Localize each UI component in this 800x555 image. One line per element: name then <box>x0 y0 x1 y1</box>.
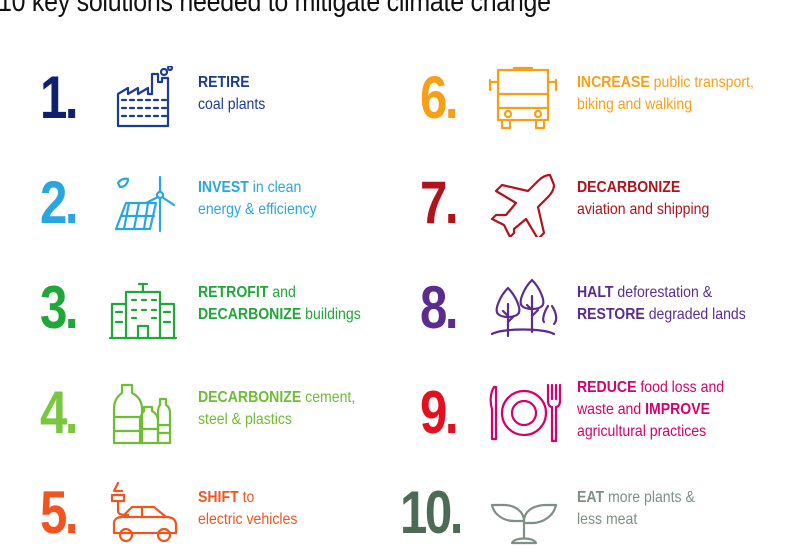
airplane-icon <box>490 173 556 237</box>
solution-item: 3. RETROFIT and DECARBONIZE buildings <box>40 270 430 350</box>
solution-text-line: coal plants <box>198 94 265 116</box>
solution-number: 8. <box>420 274 459 341</box>
solution-text-line: DECARBONIZE <box>577 177 709 199</box>
solution-text: DECARBONIZE cement, steel & plastics <box>198 387 355 431</box>
page-title: 10 key solutions needed to mitigate clim… <box>0 0 551 18</box>
solution-keyword: INCREASE <box>577 74 650 91</box>
solution-text-line: steel & plastics <box>198 409 355 431</box>
solution-description: cement, <box>301 389 356 406</box>
solution-text-line: SHIFT to <box>198 487 297 509</box>
solution-text-line: EAT more plants & <box>577 487 695 509</box>
solution-number: 10. <box>400 479 463 546</box>
solution-item: 6. INCREASE public transport, biking and … <box>420 60 800 140</box>
solution-text: INVEST in clean energy & efficiency <box>198 177 317 221</box>
solution-text: HALT deforestation & RESTORE degraded lan… <box>577 282 746 326</box>
solution-keyword: DECARBONIZE <box>198 389 302 406</box>
solution-number: 6. <box>420 64 459 131</box>
solution-text-line: aviation and shipping <box>577 199 709 221</box>
solution-description: and <box>268 284 296 301</box>
solution-keyword: RESTORE <box>577 306 645 323</box>
solution-description: energy & efficiency <box>198 201 317 218</box>
buildings-icon <box>108 282 178 340</box>
solution-keyword: REDUCE <box>577 379 637 396</box>
solution-description: deforestation & <box>613 284 713 301</box>
solution-text-line: RETIRE <box>198 72 265 94</box>
solution-keyword: INVEST <box>198 179 249 196</box>
solution-number: 5. <box>40 479 79 546</box>
solution-text-line: REDUCE food loss and <box>577 377 724 399</box>
solution-keyword: DECARBONIZE <box>577 179 681 196</box>
solution-item: 1. RETIRE coal plants <box>40 60 430 140</box>
sprout-icon <box>490 503 558 545</box>
solution-text: DECARBONIZE aviation and shipping <box>577 177 709 221</box>
solution-keyword: DECARBONIZE <box>198 306 302 323</box>
solution-description: steel & plastics <box>198 411 292 428</box>
solution-keyword: IMPROVE <box>645 401 711 418</box>
solution-item: 10. EAT more plants & less meat <box>400 475 790 555</box>
solution-keyword: HALT <box>577 284 614 301</box>
solution-number: 7. <box>420 169 459 236</box>
solution-description: biking and walking <box>577 96 693 113</box>
solution-description: less meat <box>577 511 638 528</box>
solution-keyword: EAT <box>577 489 605 506</box>
solution-text-line: RETROFIT and <box>198 282 361 304</box>
solution-item: 9. REDUCE food loss and waste and IMPROVE… <box>420 375 800 455</box>
solution-text: RETROFIT and DECARBONIZE buildings <box>198 282 361 326</box>
solution-text-line: biking and walking <box>577 94 754 116</box>
solution-text-line: INVEST in clean <box>198 177 317 199</box>
solution-description: agricultural practices <box>577 423 707 440</box>
solution-description: to <box>238 489 255 506</box>
solution-text-line: agricultural practices <box>577 421 724 443</box>
solution-number: 9. <box>420 379 459 446</box>
solution-text: RETIRE coal plants <box>198 72 265 116</box>
bus-icon <box>488 66 558 130</box>
solution-text-line: DECARBONIZE buildings <box>198 304 361 326</box>
solution-item: 2. INVEST in clean energy & efficiency <box>40 165 430 245</box>
solution-description: aviation and shipping <box>577 201 710 218</box>
solution-item: 5. SHIFT to electric vehicles <box>40 475 430 555</box>
solution-number: 1. <box>40 64 79 131</box>
solution-text-line: DECARBONIZE cement, <box>198 387 355 409</box>
solution-text-line: energy & efficiency <box>198 199 317 221</box>
solution-text: INCREASE public transport, biking and wal… <box>577 72 754 116</box>
plate-cutlery-icon <box>489 383 561 443</box>
solution-text: EAT more plants & less meat <box>577 487 695 531</box>
solar-wind-icon <box>114 175 176 233</box>
solution-text: SHIFT to electric vehicles <box>198 487 297 531</box>
solution-keyword: RETROFIT <box>198 284 269 301</box>
solution-item: 4. DECARBONIZE cement, steel & plastics <box>40 375 430 455</box>
solution-description: degraded lands <box>644 306 746 323</box>
solution-keyword: RETIRE <box>198 74 250 91</box>
electric-car-icon <box>110 481 178 543</box>
solution-text-line: electric vehicles <box>198 509 297 531</box>
solution-number: 2. <box>40 169 79 236</box>
trees-icon <box>490 278 558 338</box>
solution-description: in clean <box>248 179 302 196</box>
solution-item: 7. DECARBONIZE aviation and shipping <box>420 165 800 245</box>
solution-text: REDUCE food loss and waste and IMPROVE agr… <box>577 377 724 443</box>
solution-item: 8. HALT deforestation & RESTORE degraded … <box>420 270 800 350</box>
solution-text-line: waste and IMPROVE <box>577 399 724 421</box>
solution-text-line: HALT deforestation & <box>577 282 746 304</box>
solution-description: waste and <box>577 401 646 418</box>
solution-text-line: INCREASE public transport, <box>577 72 754 94</box>
solution-keyword: SHIFT <box>198 489 239 506</box>
solution-number: 4. <box>40 379 79 446</box>
solution-text-line: less meat <box>577 509 695 531</box>
solution-description: food loss and <box>636 379 725 396</box>
factory-icon <box>116 66 174 128</box>
solution-description: coal plants <box>198 96 266 113</box>
solution-description: public transport, <box>649 74 754 91</box>
bottles-icon <box>112 383 172 445</box>
solution-description: buildings <box>301 306 361 323</box>
solution-description: electric vehicles <box>198 511 298 528</box>
solution-text-line: RESTORE degraded lands <box>577 304 746 326</box>
solution-number: 3. <box>40 274 79 341</box>
solution-description: more plants & <box>604 489 695 506</box>
